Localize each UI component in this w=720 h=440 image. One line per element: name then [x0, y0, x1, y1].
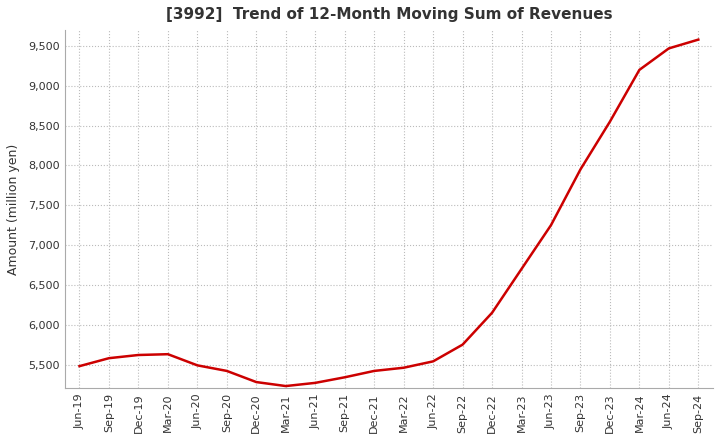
Title: [3992]  Trend of 12-Month Moving Sum of Revenues: [3992] Trend of 12-Month Moving Sum of R… [166, 7, 612, 22]
Y-axis label: Amount (million yen): Amount (million yen) [7, 143, 20, 275]
